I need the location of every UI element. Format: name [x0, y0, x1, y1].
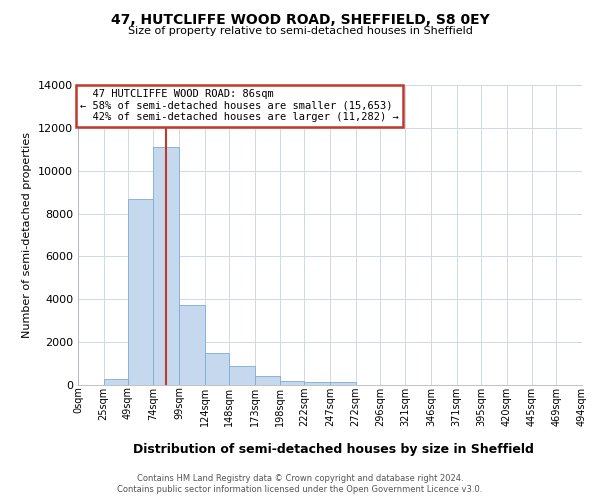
Text: 47, HUTCLIFFE WOOD ROAD, SHEFFIELD, S8 0EY: 47, HUTCLIFFE WOOD ROAD, SHEFFIELD, S8 0…	[110, 12, 490, 26]
Bar	[280, 380, 304, 385]
Text: Size of property relative to semi-detached houses in Sheffield: Size of property relative to semi-detach…	[128, 26, 472, 36]
Text: Distribution of semi-detached houses by size in Sheffield: Distribution of semi-detached houses by …	[133, 442, 533, 456]
Text: 47 HUTCLIFFE WOOD ROAD: 86sqm
← 58% of semi-detached houses are smaller (15,653): 47 HUTCLIFFE WOOD ROAD: 86sqm ← 58% of s…	[80, 90, 399, 122]
Bar	[104, 378, 128, 385]
Text: Contains public sector information licensed under the Open Government Licence v3: Contains public sector information licen…	[118, 485, 482, 494]
Bar	[179, 304, 205, 385]
Y-axis label: Number of semi-detached properties: Number of semi-detached properties	[22, 132, 32, 338]
Bar	[229, 366, 254, 385]
Bar	[330, 382, 356, 385]
Bar	[205, 353, 229, 385]
Bar	[304, 382, 330, 385]
Bar	[154, 147, 179, 385]
Text: Contains HM Land Registry data © Crown copyright and database right 2024.: Contains HM Land Registry data © Crown c…	[137, 474, 463, 483]
Bar	[254, 376, 280, 385]
Bar	[128, 198, 154, 385]
